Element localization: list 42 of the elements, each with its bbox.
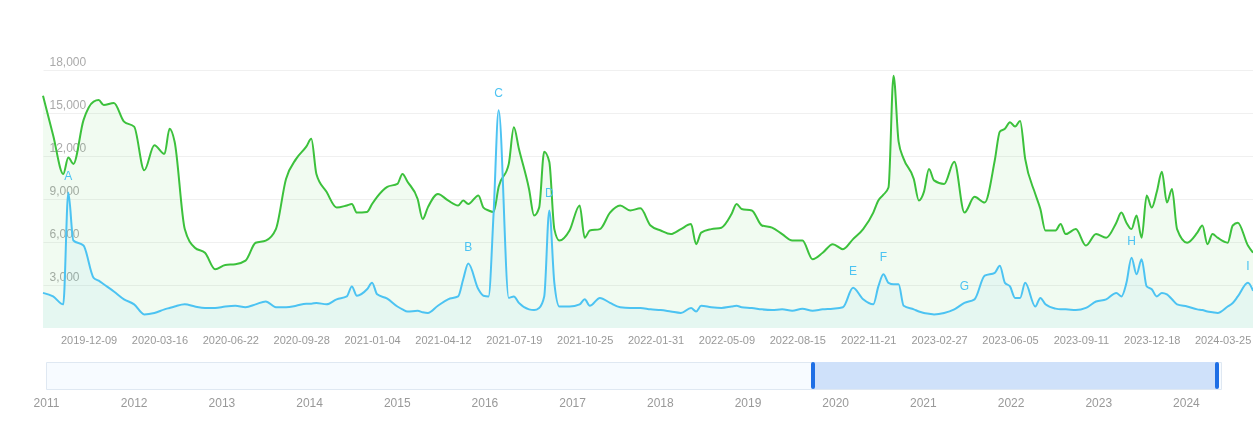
x-tick-label: 2020-09-28 (273, 333, 330, 346)
x-tick-label: 2020-03-16 (131, 333, 189, 346)
x-tick-label: 2018 (646, 395, 674, 410)
x-tick-label: 2016 (471, 395, 499, 410)
x-tick-label: 2021-10-25 (557, 333, 614, 346)
x-tick-label: 2021-07-19 (486, 333, 543, 346)
annotation: C (494, 86, 504, 101)
x-tick-label: 2023 (1085, 395, 1113, 410)
x-tick-label: 2022-01-31 (627, 333, 685, 346)
annotation: F (879, 250, 888, 265)
x-tick-label: 2017 (559, 395, 587, 410)
x-tick-label: 2019 (734, 395, 762, 410)
x-tick-label: 2022-11-21 (841, 333, 897, 346)
y-tick-label: 15,000 (49, 97, 87, 112)
x-tick-label: 2024 (1173, 395, 1201, 410)
x-tick-label: 2023-06-05 (982, 333, 1039, 346)
x-tick-label: 2022-08-15 (769, 333, 826, 346)
x-tick-label: 2023-12-18 (1124, 333, 1181, 346)
x-tick-label: 2022 (997, 395, 1025, 410)
x-tick-label: 2022-05-09 (698, 333, 756, 346)
x-tick-label: 2023-09-11 (1053, 333, 1110, 346)
annotation: B (464, 239, 473, 254)
x-tick-label: 2024-03-25 (1194, 333, 1252, 346)
x-tick-label: 2011 (33, 395, 60, 410)
x-tick-label: 2019-12-09 (60, 333, 118, 346)
x-tick-label: 2023-02-27 (911, 333, 968, 346)
x-tick-label: 2015 (383, 395, 411, 410)
annotation: I (1246, 258, 1250, 273)
x-tick-label: 2020 (822, 395, 850, 410)
x-tick-label: 2020-06-22 (202, 333, 259, 346)
x-tick-label: 2021 (910, 395, 938, 410)
x-tick-label: 2012 (120, 395, 148, 410)
y-tick-label: 9,000 (49, 183, 80, 198)
annotation: G (959, 278, 970, 293)
x-tick-label: 2013 (208, 395, 236, 410)
y-tick-label: 18,000 (49, 54, 87, 69)
x-tick-label: 2021-04-12 (415, 333, 472, 346)
annotation: A (64, 168, 73, 183)
annotation: H (1127, 233, 1136, 248)
annotation: E (849, 263, 858, 278)
x-tick-label: 2021-01-04 (344, 333, 401, 346)
x-tick-label: 2014 (296, 395, 324, 410)
